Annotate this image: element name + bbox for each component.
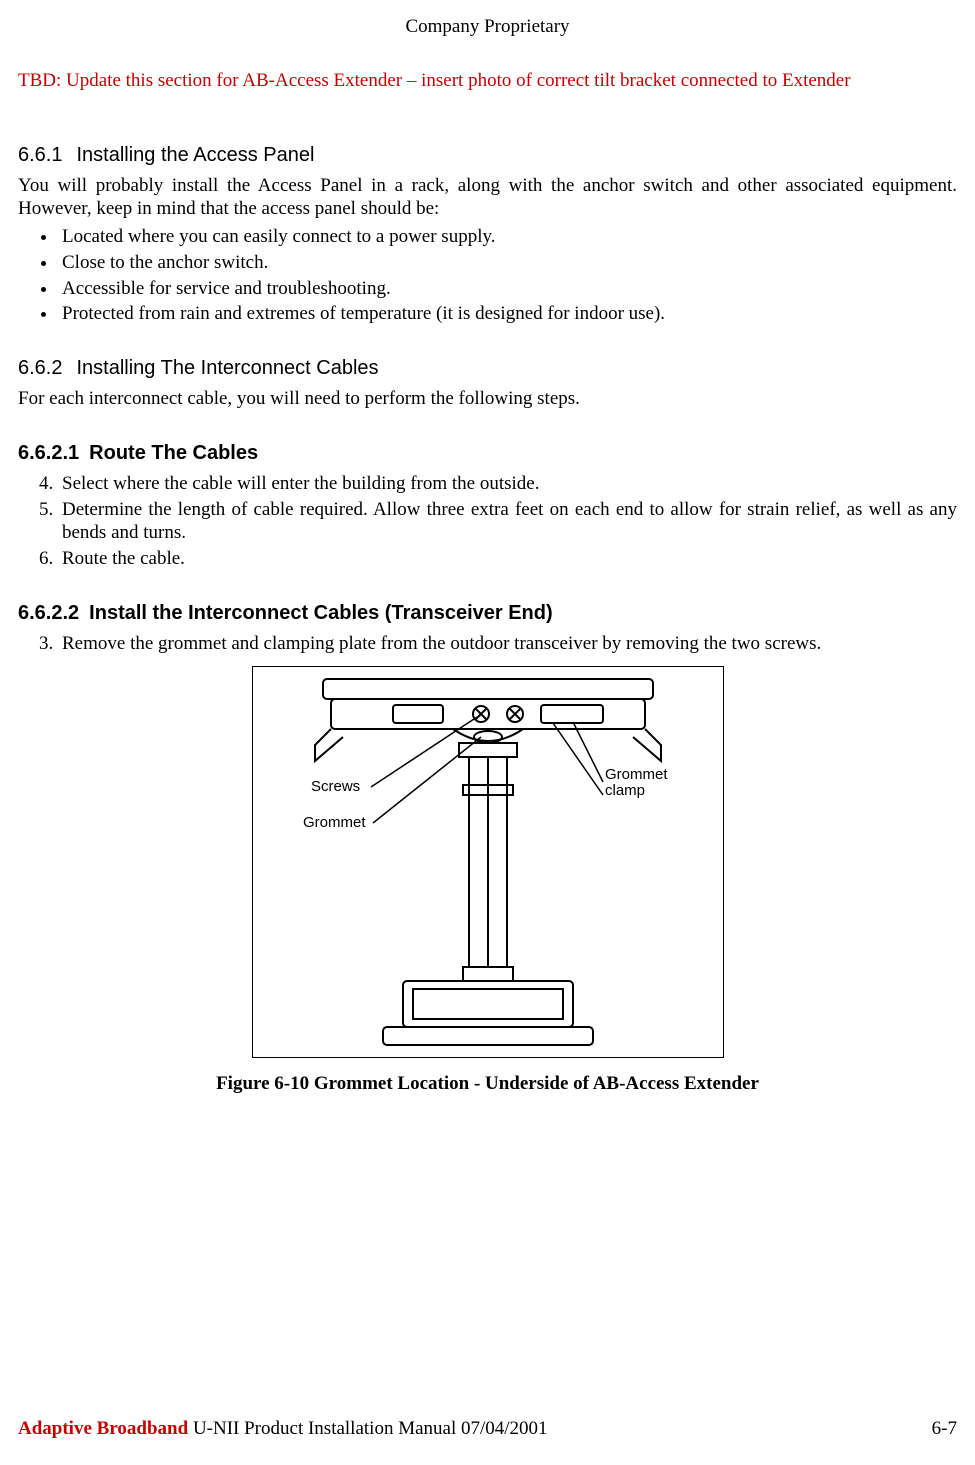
figure-caption: Figure 6-10 Grommet Location - Underside… [18,1072,957,1096]
heading-number: 6.6.2 [18,356,62,381]
heading-6-6-2-1: 6.6.2.1 Route The Cables [18,441,957,466]
tbd-note: TBD: Update this section for AB-Access E… [18,69,957,93]
page-header: Company Proprietary [18,15,957,39]
heading-title: Installing the Access Panel [76,144,314,166]
figure-6-10: Screws Grommet Grommet clamp [252,666,724,1058]
bullet-item: Accessible for service and troubleshooti… [58,277,957,301]
label-grommet: Grommet [303,814,366,831]
list-6-6-2-1: Select where the cable will enter the bu… [18,472,957,571]
heading-6-6-2-2: 6.6.2.2 Install the Interconnect Cables (… [18,601,957,626]
label-grommet-clamp-2: clamp [605,782,645,799]
page-footer: Adaptive Broadband U-NII Product Install… [18,1417,957,1441]
heading-title: Installing The Interconnect Cables [76,357,378,379]
heading-title: Install the Interconnect Cables (Transce… [89,602,552,624]
heading-title: Route The Cables [89,442,258,464]
label-grommet-clamp-1: Grommet [605,766,668,783]
list-item: Determine the length of cable required. … [58,498,957,546]
label-screws: Screws [311,778,360,795]
figure-container: Screws Grommet Grommet clamp Figure 6-10… [18,666,957,1097]
bullet-item: Located where you can easily connect to … [58,225,957,249]
list-6-6-2-2: Remove the grommet and clamping plate fr… [18,632,957,656]
heading-number: 6.6.2.1 [18,441,79,466]
footer-title: U-NII Product Installation Manual 07/04/… [193,1418,548,1439]
heading-6-6-1: 6.6.1 Installing the Access Panel [18,143,957,168]
list-item: Select where the cable will enter the bu… [58,472,957,496]
list-item: Route the cable. [58,547,957,571]
bullet-item: Close to the anchor switch. [58,251,957,275]
para-6-6-2-intro: For each interconnect cable, you will ne… [18,387,957,411]
heading-6-6-2: 6.6.2 Installing The Interconnect Cables [18,356,957,381]
footer-page-number: 6-7 [932,1417,957,1441]
list-item: Remove the grommet and clamping plate fr… [58,632,957,656]
bullets-6-6-1: Located where you can easily connect to … [18,225,957,326]
para-6-6-1-intro: You will probably install the Access Pan… [18,174,957,222]
heading-number: 6.6.1 [18,143,62,168]
heading-number: 6.6.2.2 [18,601,79,626]
transceiver-diagram-icon: Screws Grommet Grommet clamp [253,667,723,1057]
bullet-item: Protected from rain and extremes of temp… [58,302,957,326]
footer-brand: Adaptive Broadband [18,1418,188,1439]
